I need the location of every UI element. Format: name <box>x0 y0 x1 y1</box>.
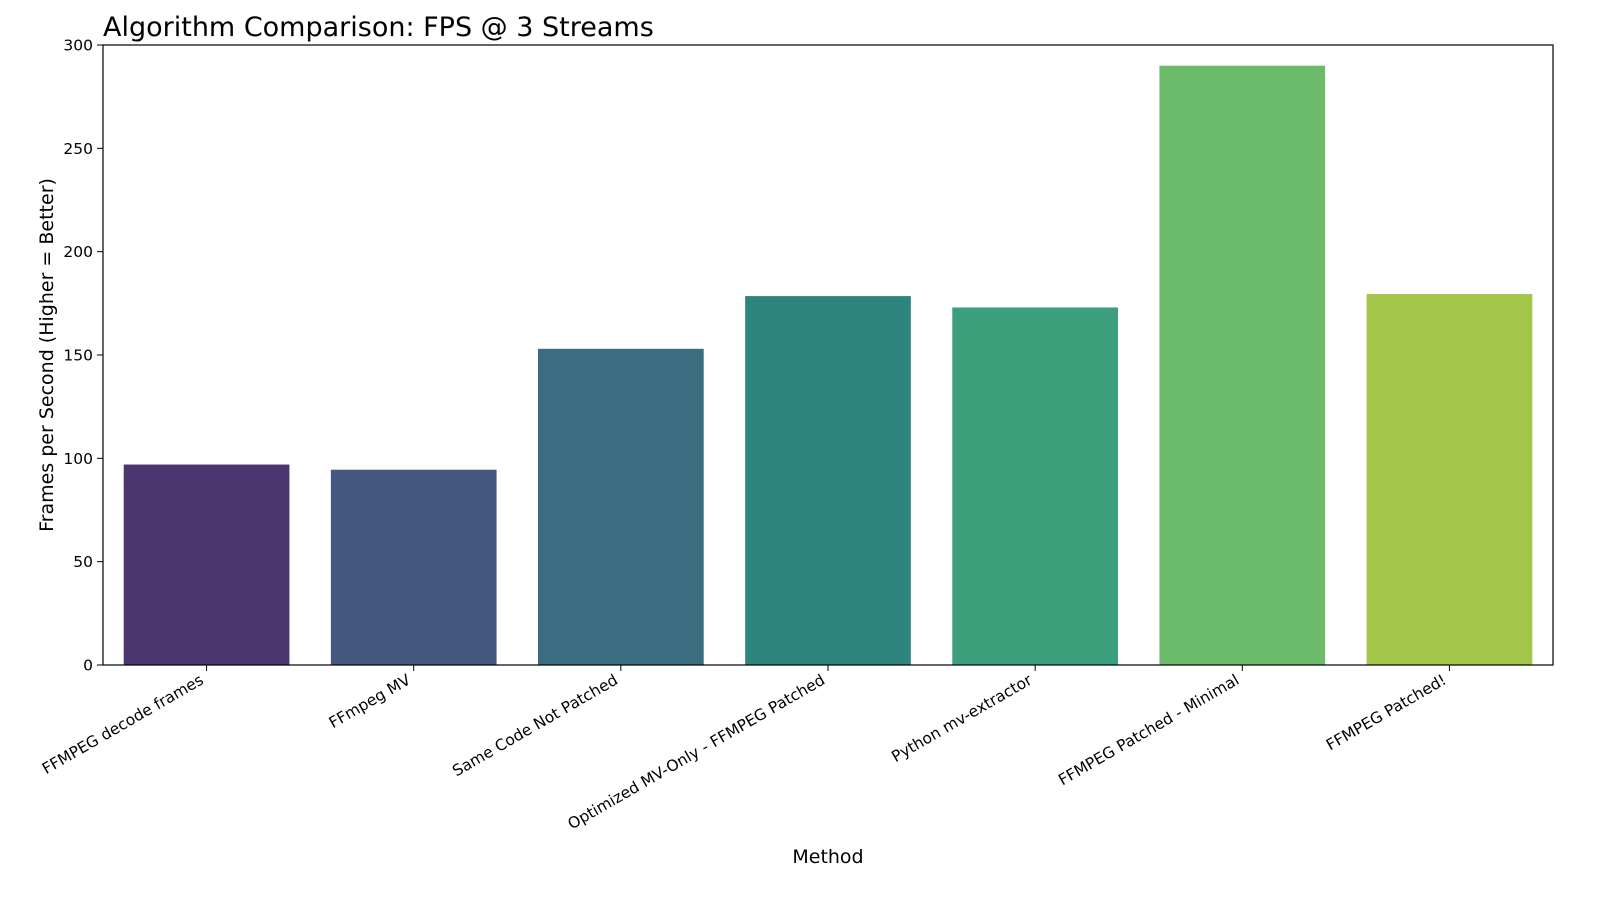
y-tick-label: 300 <box>63 37 93 55</box>
x-axis-label: Method <box>792 846 863 868</box>
y-axis-ticks: 0 50 100 150 200 250 300 <box>63 37 103 675</box>
bar <box>538 348 704 665</box>
bar <box>745 296 911 665</box>
x-tick-label: FFmpeg MV <box>326 671 414 732</box>
bar <box>123 464 290 665</box>
bars <box>123 65 1533 665</box>
y-tick-label: 250 <box>63 140 93 158</box>
y-tick-label: 50 <box>73 553 93 571</box>
bar <box>330 469 497 665</box>
x-tick-label: FFMPEG Patched - Minimal <box>1055 671 1242 789</box>
x-tick-label: FFMPEG decode frames <box>39 671 206 778</box>
bar <box>952 307 1118 665</box>
x-tick-label: Python mv-extractor <box>888 671 1035 766</box>
x-tick-label: FFMPEG Patched! <box>1323 671 1449 754</box>
x-axis-ticks: FFMPEG decode frames FFmpeg MV Same Code N… <box>39 665 1450 833</box>
y-tick-label: 150 <box>63 347 93 365</box>
x-tick-label: Same Code Not Patched <box>449 671 620 780</box>
chart-title: Algorithm Comparison: FPS @ 3 Streams <box>103 12 654 43</box>
y-tick-label: 200 <box>63 243 93 261</box>
y-axis-label: Frames per Second (Higher = Better) <box>36 178 58 532</box>
y-tick-label: 0 <box>83 657 93 675</box>
bar <box>1366 294 1533 665</box>
y-tick-label: 100 <box>63 450 93 468</box>
bar <box>1159 65 1326 665</box>
